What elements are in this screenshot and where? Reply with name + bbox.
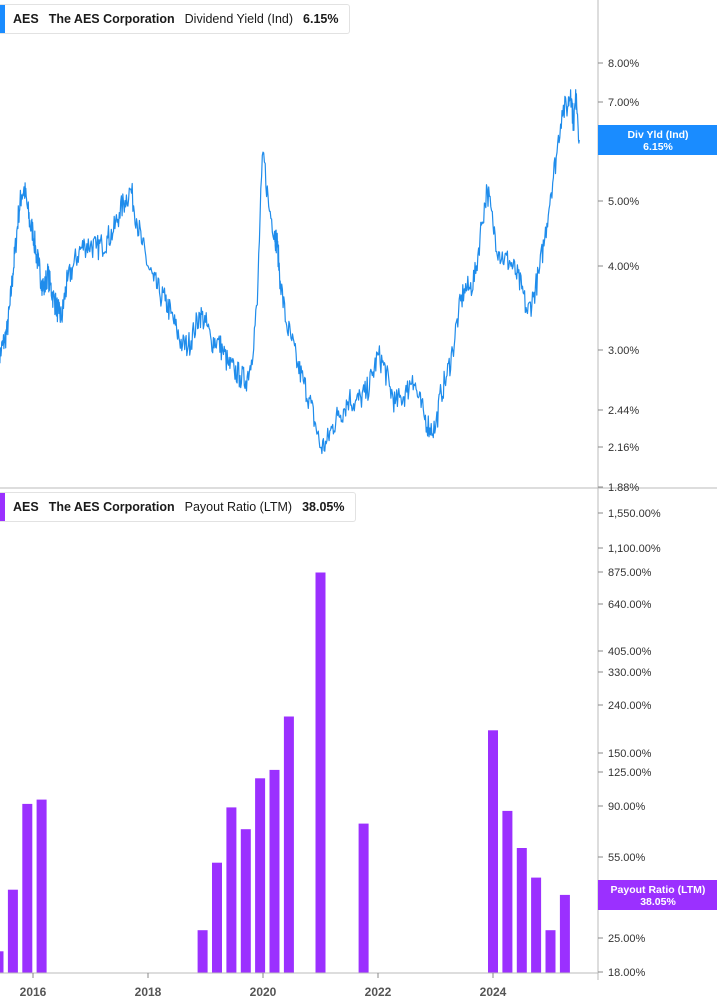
bottom-legend-metric: Payout Ratio (LTM) (184, 500, 293, 514)
bottom-y-tick-label: 240.00% (608, 700, 652, 712)
x-tick-label: 2022 (365, 985, 392, 999)
payout-ratio-bar (502, 810, 513, 973)
bottom-legend-ticker: AES (13, 500, 39, 514)
top-y-tick-label: 2.44% (608, 405, 639, 417)
bottom-y-tick-label: 405.00% (608, 646, 652, 658)
top-legend-company: The AES Corporation (48, 12, 175, 26)
top-value-tag-value: 6.15% (643, 141, 673, 153)
top-legend: AES The AES Corporation Dividend Yield (… (0, 4, 350, 34)
bottom-legend-value: 38.05% (302, 500, 345, 514)
bottom-y-tick-label: 55.00% (608, 852, 646, 864)
bottom-y-tick-label: 330.00% (608, 667, 652, 679)
top-legend-ticker: AES (13, 12, 39, 26)
payout-ratio-bar (255, 778, 266, 973)
payout-ratio-bar (315, 572, 326, 973)
top-legend-value: 6.15% (303, 12, 339, 26)
bottom-value-tag-value: 38.05% (640, 896, 676, 908)
payout-ratio-bar (283, 716, 294, 973)
bottom-value-tag-box (598, 880, 717, 910)
payout-ratio-bar (545, 930, 556, 973)
top-value-tag: Div Yld (Ind)6.15% (598, 125, 717, 155)
top-value-tag-box (598, 125, 717, 155)
bottom-y-tick-label: 18.00% (608, 967, 646, 979)
bottom-y-tick-label: 640.00% (608, 599, 652, 611)
payout-ratio-bar (0, 951, 4, 973)
bottom-y-tick-label: 150.00% (608, 748, 652, 760)
bottom-value-tag: Payout Ratio (LTM)38.05% (598, 880, 717, 910)
bottom-legend: AES The AES Corporation Payout Ratio (LT… (0, 492, 356, 522)
bottom-y-tick-label: 875.00% (608, 567, 652, 579)
payout-ratio-bar (269, 769, 280, 973)
payout-ratio-bar (7, 889, 18, 973)
bottom-y-tick-label: 90.00% (608, 801, 646, 813)
payout-ratio-bar (212, 862, 222, 973)
top-y-tick-label: 2.16% (608, 442, 639, 454)
top-y-tick-label: 5.00% (608, 196, 639, 208)
x-tick-label: 2020 (250, 985, 277, 999)
top-y-tick-label: 8.00% (608, 58, 639, 70)
top-y-tick-label: 3.00% (608, 345, 639, 357)
bottom-value-tag-label: Payout Ratio (LTM) (611, 884, 706, 896)
bottom-y-tick-label: 25.00% (608, 933, 646, 945)
payout-ratio-bar (358, 823, 369, 973)
payout-ratio-bar (197, 930, 208, 973)
payout-ratio-bar (36, 799, 47, 973)
dividend-yield-line (0, 89, 580, 455)
bottom-legend-swatch (0, 493, 5, 521)
bottom-y-tick-label: 1,100.00% (608, 543, 661, 555)
x-tick-label: 2024 (480, 985, 507, 999)
top-y-tick-label: 4.00% (608, 261, 639, 273)
top-y-tick-label: 1.88% (608, 482, 639, 494)
top-y-tick-label: 7.00% (608, 97, 639, 109)
payout-ratio-bar (488, 730, 498, 973)
top-value-tag-label: Div Yld (Ind) (627, 129, 688, 141)
x-tick-label: 2016 (20, 985, 47, 999)
bottom-y-tick-label: 1,550.00% (608, 508, 661, 520)
payout-ratio-bar (559, 894, 570, 973)
bottom-y-tick-label: 125.00% (608, 767, 652, 779)
payout-ratio-bar (516, 848, 527, 973)
x-tick-label: 2018 (135, 985, 162, 999)
top-legend-metric: Dividend Yield (Ind) (184, 12, 294, 26)
top-legend-swatch (0, 5, 5, 33)
payout-ratio-bar (22, 803, 33, 973)
payout-ratio-bar (226, 807, 237, 973)
payout-ratio-bar (240, 829, 251, 973)
bottom-legend-company: The AES Corporation (48, 500, 175, 514)
payout-ratio-bar (531, 877, 542, 973)
